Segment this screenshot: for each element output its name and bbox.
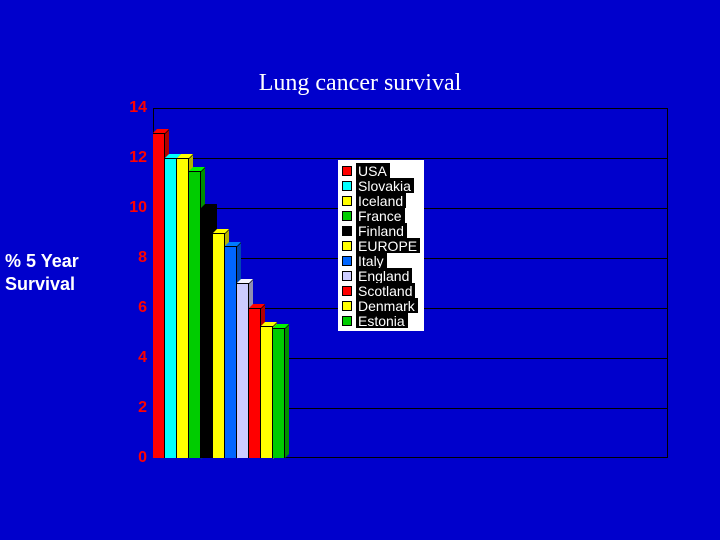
bar-face	[213, 233, 225, 458]
legend-item: England	[342, 268, 420, 283]
y-tick-label: 6	[138, 299, 147, 317]
bar	[225, 108, 237, 458]
legend-label: England	[356, 268, 412, 283]
bar-face	[177, 158, 189, 458]
bar-face	[273, 328, 285, 458]
bar-face	[225, 246, 237, 459]
bar	[189, 108, 201, 458]
bar-face	[237, 283, 249, 458]
legend-swatch	[342, 256, 352, 266]
bar	[213, 108, 225, 458]
chart-title: Lung cancer survival	[259, 70, 462, 97]
y-tick-label: 12	[129, 149, 147, 167]
legend-item: Iceland	[342, 193, 420, 208]
y-tick-label: 10	[129, 199, 147, 217]
legend-label: Italy	[356, 253, 387, 268]
legend-item: EUROPE	[342, 238, 420, 253]
y-tick-label: 2	[138, 399, 147, 417]
legend-item: USA	[342, 163, 420, 178]
bar-face	[201, 208, 213, 458]
bar	[201, 108, 213, 458]
legend-item: Scotland	[342, 283, 420, 298]
legend-swatch	[342, 196, 352, 206]
bar	[249, 108, 261, 458]
legend-label: EUROPE	[356, 238, 420, 253]
legend-label: Denmark	[356, 298, 418, 313]
y-tick-label: 0	[138, 449, 147, 467]
bar-face	[153, 133, 165, 458]
bar-face	[189, 171, 201, 459]
legend-item: Italy	[342, 253, 420, 268]
bar	[165, 108, 177, 458]
legend-item: Estonia	[342, 313, 420, 328]
bar	[237, 108, 249, 458]
bar-face	[249, 308, 261, 458]
legend-swatch	[342, 226, 352, 236]
bar-side	[285, 324, 289, 458]
bar-face	[261, 326, 273, 459]
legend: USASlovakiaIcelandFranceFinlandEUROPEIta…	[338, 160, 424, 331]
legend-label: Estonia	[356, 313, 408, 328]
y-tick-label: 14	[129, 99, 147, 117]
legend-label: France	[356, 208, 405, 223]
legend-item: Denmark	[342, 298, 420, 313]
legend-label: Slovakia	[356, 178, 414, 193]
legend-swatch	[342, 286, 352, 296]
legend-label: USA	[356, 163, 390, 178]
bar-face	[165, 158, 177, 458]
y-tick-label: 8	[138, 249, 147, 267]
legend-label: Iceland	[356, 193, 406, 208]
legend-label: Scotland	[356, 283, 415, 298]
ylabel-line1: % 5 Year	[5, 251, 79, 271]
y-axis-label: % 5 Year Survival	[5, 250, 79, 297]
legend-swatch	[342, 301, 352, 311]
legend-swatch	[342, 211, 352, 221]
bar	[153, 108, 165, 458]
legend-label: Finland	[356, 223, 407, 238]
legend-swatch	[342, 316, 352, 326]
bar	[273, 108, 285, 458]
legend-swatch	[342, 271, 352, 281]
bar	[261, 108, 273, 458]
y-tick-label: 4	[138, 349, 147, 367]
legend-item: Finland	[342, 223, 420, 238]
legend-item: France	[342, 208, 420, 223]
legend-swatch	[342, 181, 352, 191]
bar	[177, 108, 189, 458]
legend-swatch	[342, 166, 352, 176]
bars-container	[153, 108, 285, 458]
ylabel-line2: Survival	[5, 274, 75, 294]
legend-swatch	[342, 241, 352, 251]
legend-item: Slovakia	[342, 178, 420, 193]
